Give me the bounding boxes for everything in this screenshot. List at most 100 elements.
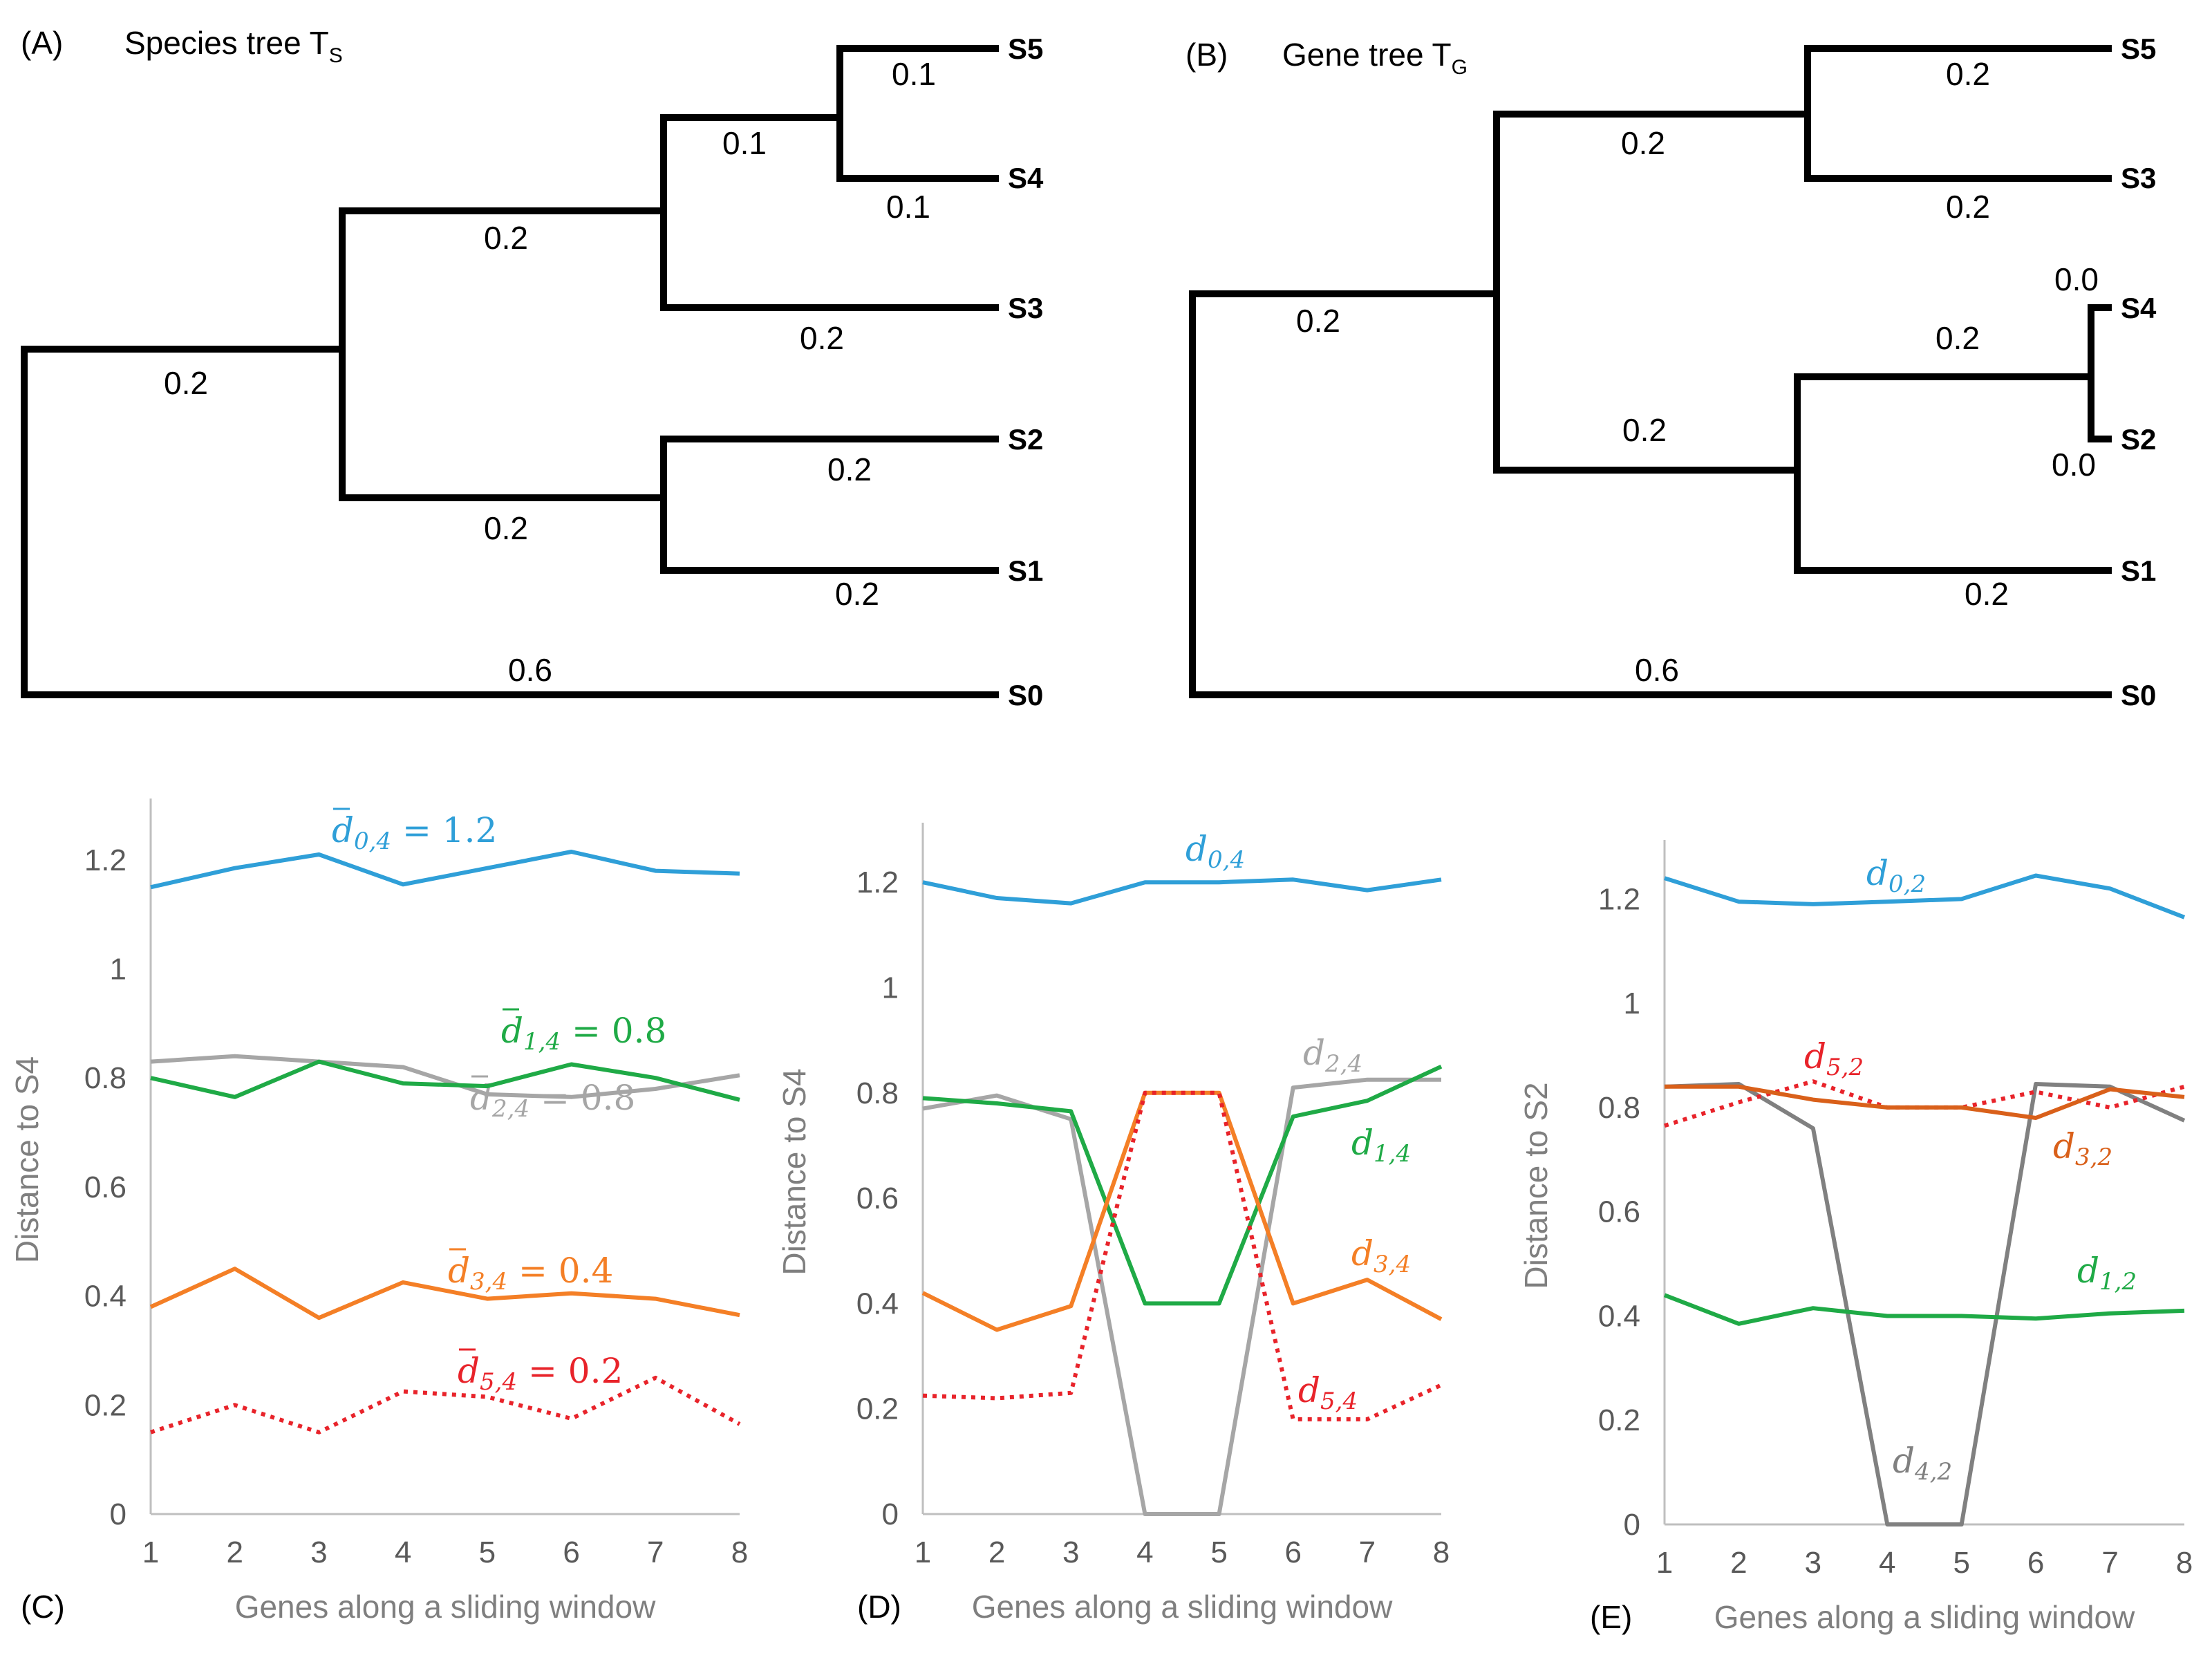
series-line-d2-4 [150,1054,740,1099]
species-tree-branch-lengths: 0.1 0.1 0.1 0.2 0.2 0.2 0.2 0.2 0.2 0.6 [164,56,936,688]
series-line-d5-4 [922,1090,1443,1421]
x-tick-label: 8 [731,1535,748,1569]
series-label: d0,4 [1185,829,1245,874]
y-axis-title: Distance to S4 [9,1056,45,1263]
leaf-label: S1 [2121,554,2156,587]
panel-label: (E) [1590,1599,1632,1635]
series-line-d1-4 [922,1064,1443,1306]
x-tick-label: 2 [1730,1546,1747,1580]
series-line-d1-4 [150,1059,740,1102]
branch-s3 [660,114,999,311]
x-tick-label: 8 [1433,1535,1450,1569]
x-tick-label: 6 [563,1535,579,1569]
branch-length-label: 0.0 [2052,447,2096,483]
leaf-label: S4 [2121,292,2157,324]
species-tree-panel: (A) Species tree TS S5 S4 S3 S2 S1 S0 [21,25,1044,711]
y-tick-label: 0 [1624,1508,1640,1542]
gene-tree-leaves: S5 S3 S4 S2 S1 S0 [2121,32,2157,711]
branch-length-label: 0.6 [1635,652,1679,688]
branch-length-label: 0.2 [484,220,528,256]
series-label: d3,4 [1351,1233,1411,1278]
y-tick-label: 0.8 [856,1076,899,1110]
y-tick-label: 0.4 [1598,1299,1640,1333]
series-label: d1,2 [2077,1251,2137,1296]
branch-length-label: 0.1 [886,189,930,225]
x-tick-label: 8 [2176,1546,2193,1580]
x-tick-label: 7 [1359,1535,1376,1569]
leaf-label: S2 [2121,423,2156,456]
series-line-d5-4 [150,1375,741,1435]
branch-length-label: 0.1 [722,125,767,161]
y-tick-label: 0 [110,1497,126,1531]
y-tick-label: 0.8 [1598,1091,1640,1125]
leaf-label: S3 [1008,292,1043,324]
x-tick-label: 4 [395,1535,411,1569]
series-label: d3,2 [2053,1126,2112,1171]
x-tick-label: 3 [1062,1535,1079,1569]
series-label: d3,4 = 0.4 [448,1251,613,1296]
y-tick-label: 1.2 [1598,882,1640,916]
y-tick-label: 1.2 [856,866,899,899]
branch-length-label: 0.2 [1622,412,1667,448]
series-line-d4-2 [1664,1082,2186,1526]
panel-label: (C) [21,1589,65,1625]
x-tick-label: 2 [226,1535,243,1569]
series-line-d1-2 [1663,1293,2185,1326]
series-label: d5,4 = 0.2 [458,1351,623,1396]
y-axis-title: Distance to S4 [776,1068,812,1275]
x-tick-label: 2 [988,1535,1005,1569]
branch-length-label: 0.2 [800,320,844,356]
branch-length-label: 0.2 [1946,56,1990,92]
y-tick-label: 0.6 [1598,1195,1640,1229]
chart-panel-d: 0 0.2 0.4 0.6 0.8 1 1.2 1 2 3 4 5 6 7 8 Genes along a s… [776,823,1450,1625]
y-tick-label: 0.4 [84,1280,126,1314]
series-label: d2,4 = 0.8 [470,1078,635,1123]
branch-root-s0 [21,346,999,698]
leaf-label: S2 [1008,423,1043,456]
y-tick-label: 0.2 [84,1388,126,1422]
branch-length-label: 0.0 [2054,261,2099,297]
branch-length-label: 0.2 [835,576,879,612]
y-axis-title: Distance to S2 [1518,1082,1554,1289]
y-tick-label: 1 [1624,987,1640,1020]
y-tick-label: 0.2 [1598,1403,1640,1437]
branch-length-label: 0.2 [1946,189,1990,225]
x-tick-label: 7 [2101,1546,2118,1580]
gene-tree-panel: (B) Gene tree TG S5 S3 S4 S2 S1 S0 [1185,32,2157,711]
branch-root-s0 [1189,290,2112,698]
x-tick-label: 6 [2027,1546,2044,1580]
series-line-d2-4 [922,1077,1441,1516]
series-line-d3-4 [149,1267,740,1320]
gene-tree-title: Gene tree TG [1282,37,1468,79]
series-line-d5-2 [1664,1079,2185,1128]
y-tick-label: 0.4 [856,1287,899,1320]
gene-tree-branches [1189,45,2112,698]
branch-length-label: 0.2 [1965,576,2009,612]
chart-panel-c: 0 0.2 0.4 0.6 0.8 1 1.2 1 2 3 4 5 6 7 8 Genes along a s… [9,799,748,1625]
leaf-label: S5 [2121,32,2156,65]
leaf-label: S4 [1008,162,1044,194]
leaf-label: S0 [2121,679,2156,711]
branch-length-label: 0.2 [164,365,208,401]
chart-panel-e: 0 0.2 0.4 0.6 0.8 1 1.2 1 2 3 4 5 6 7 8 Genes along a s… [1518,840,2193,1635]
leaf-label: S5 [1008,32,1043,65]
series-label: d0,2 [1866,853,1926,898]
gene-tree-branch-lengths: 0.2 0.2 0.2 0.2 0.0 0.0 0.2 0.2 0.2 0.6 [1296,56,2099,688]
x-tick-label: 5 [1953,1546,1969,1580]
series-line-d0-4 [150,850,740,890]
x-tick-label: 4 [1879,1546,1895,1580]
series-label: d5,2 [1804,1036,1864,1081]
branch-length-label: 0.6 [508,652,552,688]
series-line-d0-4 [922,877,1442,906]
series-label: d1,4 = 0.8 [501,1011,666,1056]
species-tree-title: Species tree TS [124,25,343,67]
species-tree-leaves: S5 S4 S3 S2 S1 S0 [1008,32,1044,711]
x-tick-label: 1 [915,1535,931,1569]
x-tick-label: 7 [647,1535,664,1569]
y-tick-label: 1.2 [84,843,126,877]
x-tick-label: 3 [1805,1546,1821,1580]
x-tick-label: 1 [142,1535,159,1569]
x-tick-label: 4 [1136,1535,1153,1569]
branch-length-label: 0.2 [1621,125,1665,161]
